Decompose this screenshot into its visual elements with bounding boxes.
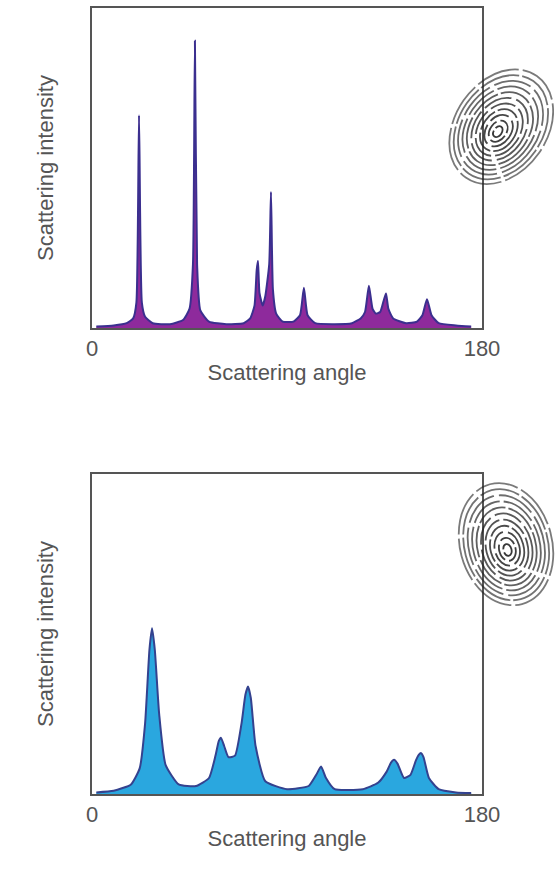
svg-text:Scattering angle: Scattering angle bbox=[208, 826, 367, 851]
svg-text:Scattering intensity: Scattering intensity bbox=[33, 75, 58, 261]
svg-text:Scattering intensity: Scattering intensity bbox=[33, 541, 58, 727]
svg-text:0: 0 bbox=[86, 802, 98, 827]
svg-text:180: 180 bbox=[464, 802, 501, 827]
svg-text:0: 0 bbox=[86, 336, 98, 361]
svg-text:180: 180 bbox=[464, 336, 501, 361]
svg-text:Scattering angle: Scattering angle bbox=[208, 360, 367, 385]
